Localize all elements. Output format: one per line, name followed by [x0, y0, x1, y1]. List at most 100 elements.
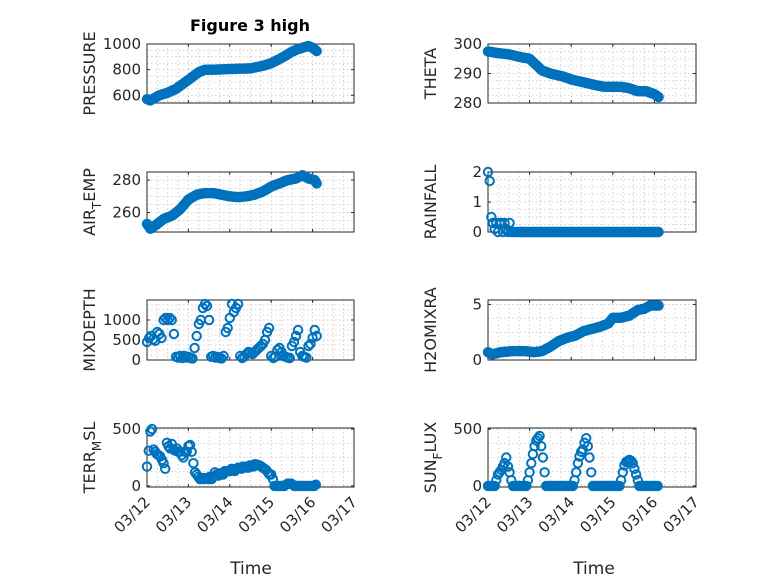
series-theta — [482, 46, 664, 103]
subplot-air_temp: 260 280 AIRTEMP — [80, 168, 355, 236]
y-tick-label: 280 — [453, 94, 482, 112]
data-point — [653, 91, 664, 103]
data-point — [502, 461, 514, 472]
data-point — [266, 469, 277, 480]
data-point — [266, 350, 277, 362]
data-point — [484, 175, 495, 187]
data-point — [309, 324, 320, 336]
y-tick-label: 500 — [112, 420, 141, 438]
y-tick-label: 290 — [453, 65, 482, 83]
data-point — [290, 330, 302, 342]
x-tick-label: 03/17 — [318, 493, 361, 536]
data-point — [614, 480, 625, 492]
data-point — [191, 330, 202, 342]
data-point — [164, 312, 176, 324]
data-point — [199, 298, 211, 310]
data-point — [489, 480, 500, 492]
x-axis-label-right: Time — [572, 559, 615, 579]
x-tick-label: 03/13 — [493, 493, 536, 536]
y-tick-label: 2 — [472, 163, 482, 181]
subplot-h2omixra: 0 5 H2OMIXRA — [421, 287, 697, 373]
y-tick-label: 260 — [112, 204, 141, 222]
x-tick-label: 03/12 — [111, 493, 154, 536]
data-point — [310, 479, 322, 490]
x-tick-label: 03/14 — [193, 493, 236, 536]
data-point — [284, 352, 295, 364]
series-terr_msl — [141, 423, 322, 492]
data-point — [156, 332, 167, 344]
data-point — [630, 469, 642, 480]
figure-title: Figure 3 high — [190, 16, 310, 35]
data-point — [311, 178, 322, 189]
data-point — [653, 226, 664, 238]
data-point — [186, 446, 197, 457]
y-tick-label: 600 — [112, 86, 141, 104]
data-point — [189, 342, 200, 354]
data-point — [160, 312, 171, 324]
data-point — [218, 350, 229, 362]
data-point — [141, 461, 153, 472]
data-point — [288, 336, 300, 348]
y-axis-label: AIRTEMP — [80, 168, 104, 236]
subplot-theta: 280 290 300 THETA — [421, 35, 697, 112]
data-point — [652, 480, 663, 492]
axes-frame — [146, 171, 355, 233]
y-axis-label: THETA — [421, 48, 440, 100]
series-rainfall — [482, 166, 664, 238]
data-point — [586, 467, 597, 478]
data-point — [584, 452, 595, 463]
x-tick-label: 03/16 — [618, 493, 661, 536]
data-point — [203, 314, 215, 326]
data-point — [160, 463, 171, 474]
data-point — [653, 300, 664, 311]
series-sun_flux — [482, 430, 663, 492]
data-point — [263, 322, 275, 334]
y-tick-label: 800 — [112, 61, 141, 79]
x-tick-label: 03/15 — [576, 493, 619, 536]
data-point — [166, 314, 178, 326]
data-point — [303, 340, 314, 352]
x-tick-label: 03/17 — [660, 493, 703, 536]
data-point — [158, 458, 169, 469]
series-air_temp — [141, 170, 322, 235]
axes-frame — [146, 299, 355, 361]
x-tick-label: 03/12 — [452, 493, 495, 536]
x-tick-label: 03/13 — [152, 493, 195, 536]
y-tick-label: 0 — [472, 477, 482, 495]
data-point — [536, 441, 547, 452]
data-point — [311, 45, 322, 57]
y-tick-label: 300 — [453, 35, 482, 53]
x-axis-label-left: Time — [229, 559, 272, 579]
y-tick-label: 0 — [472, 351, 482, 369]
data-point — [235, 350, 246, 362]
y-tick-label: 0 — [131, 351, 141, 369]
x-tick-label: 03/16 — [276, 493, 319, 536]
data-point — [572, 458, 584, 469]
data-point — [222, 322, 233, 334]
data-point — [187, 353, 198, 364]
x-tick-label: 03/15 — [235, 493, 278, 536]
series-pressure — [141, 40, 322, 106]
y-tick-label: 1 — [472, 193, 482, 211]
data-point — [567, 480, 579, 492]
y-axis-label: SUNFLUX — [421, 422, 445, 494]
series-h2omixra — [482, 300, 664, 360]
data-point — [168, 328, 180, 340]
data-point — [305, 338, 316, 350]
data-point — [486, 211, 497, 223]
axes-frame — [146, 427, 355, 488]
data-point — [617, 467, 628, 478]
subplot-rainfall: 0 1 2 RAINFALL — [421, 163, 697, 241]
series-mixdepth — [141, 298, 322, 364]
data-point — [629, 463, 640, 474]
data-point — [162, 314, 173, 326]
data-point — [201, 300, 213, 312]
x-tick-label: 03/14 — [535, 493, 578, 536]
data-point — [534, 430, 545, 442]
data-point — [184, 439, 196, 451]
